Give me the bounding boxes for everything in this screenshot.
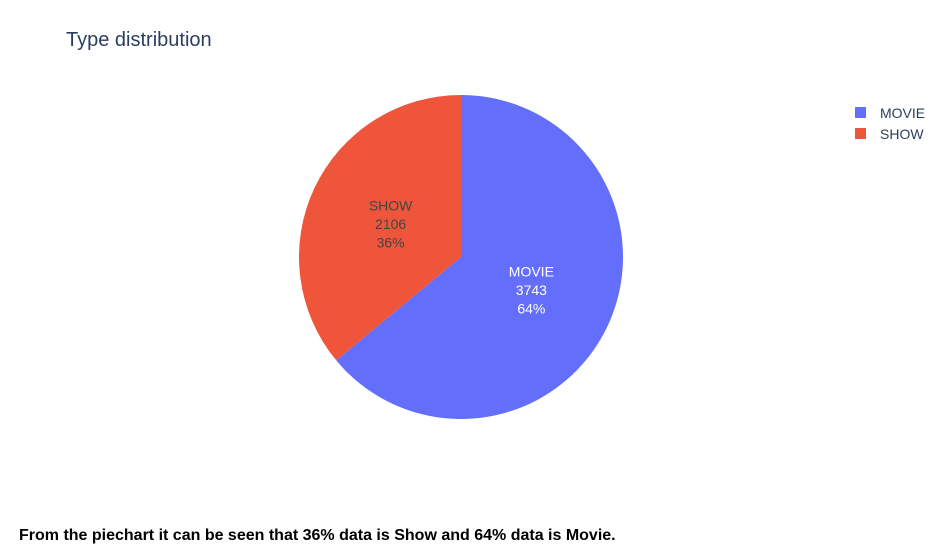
caption-text: From the piechart it can be seen that 36…	[19, 527, 616, 544]
slice-label-value-movie: 3743	[516, 282, 547, 298]
chart-title: Type distribution	[66, 29, 212, 51]
legend-item-movie[interactable]: MOVIE	[855, 102, 925, 123]
pie-slice-show[interactable]	[299, 95, 461, 361]
slice-label-category-movie: MOVIE	[509, 264, 554, 280]
slice-label-percent-show: 36%	[377, 234, 405, 250]
pie-slice-labels: MOVIE 3743 64% SHOW 2106 36%	[369, 197, 554, 316]
slice-label-percent-movie: 64%	[517, 301, 545, 317]
legend-swatch-movie	[855, 107, 866, 118]
pie-slice-movie[interactable]	[336, 95, 623, 419]
slice-label-value-show: 2106	[375, 216, 406, 232]
pie-slices	[299, 95, 623, 419]
slice-label-category-show: SHOW	[369, 197, 413, 213]
legend-swatch-show	[855, 128, 866, 139]
legend-label-show: SHOW	[880, 125, 924, 142]
legend-label-movie: MOVIE	[880, 104, 926, 121]
legend: MOVIE SHOW	[855, 102, 925, 144]
legend-item-show[interactable]: SHOW	[855, 123, 925, 144]
